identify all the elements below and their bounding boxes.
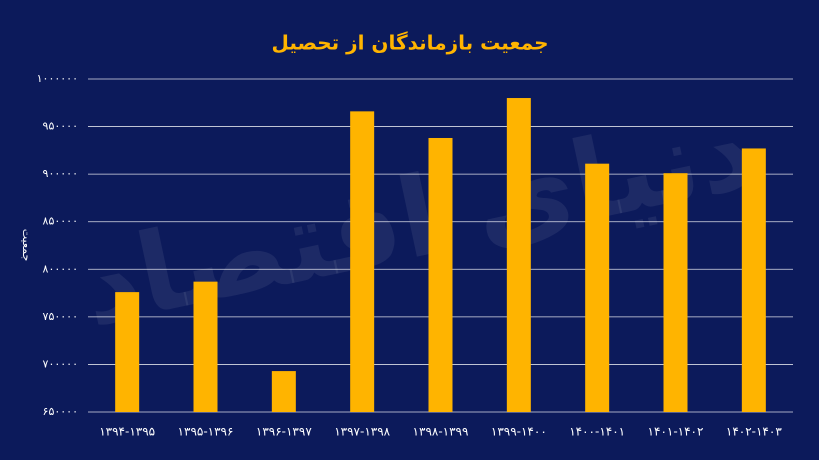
x-tick-label: ۱۳۹۴-۱۳۹۵ — [99, 425, 155, 439]
y-tick-label: ۷۵۰۰۰۰ — [43, 310, 78, 323]
bar — [350, 111, 375, 412]
x-tick-label: ۱۳۹۷-۱۳۹۸ — [334, 425, 390, 439]
x-tick-label: ۱۳۹۵-۱۳۹۶ — [178, 425, 234, 439]
y-tick-label: ۸۰۰۰۰۰ — [43, 262, 78, 275]
bar — [506, 98, 531, 413]
bar — [585, 163, 610, 412]
x-tick-label: ۱۴۰۰-۱۴۰۱ — [569, 425, 625, 439]
x-tick-label: ۱۳۹۶-۱۳۹۷ — [256, 425, 312, 439]
y-tick-label: ۸۵۰۰۰۰ — [43, 215, 78, 228]
y-tick-label: ۷۰۰۰۰۰ — [43, 357, 78, 370]
y-tick-label: ۹۵۰۰۰۰ — [43, 120, 78, 133]
bar — [663, 173, 688, 412]
y-tick-label: ۹۰۰۰۰۰ — [43, 167, 78, 180]
x-tick-label: ۱۳۹۹-۱۴۰۰ — [491, 425, 547, 439]
y-tick-label: ۶۵۰۰۰۰ — [43, 405, 78, 418]
bar — [115, 292, 140, 412]
x-tick-label: ۱۳۹۸-۱۳۹۹ — [413, 425, 469, 439]
bar — [428, 137, 453, 412]
x-tick-label: ۱۴۰۲-۱۴۰۳ — [726, 425, 782, 439]
chart-title: جمعیت بازماندگان از تحصیل — [271, 31, 548, 55]
y-axis-label: جمعیت — [20, 229, 33, 262]
y-tick-label: ۱۰۰۰۰۰۰ — [37, 72, 78, 85]
bar — [271, 371, 296, 412]
bar — [741, 148, 766, 412]
x-tick-label: ۱۴۰۱-۱۴۰۲ — [648, 425, 704, 439]
bar — [193, 281, 218, 412]
